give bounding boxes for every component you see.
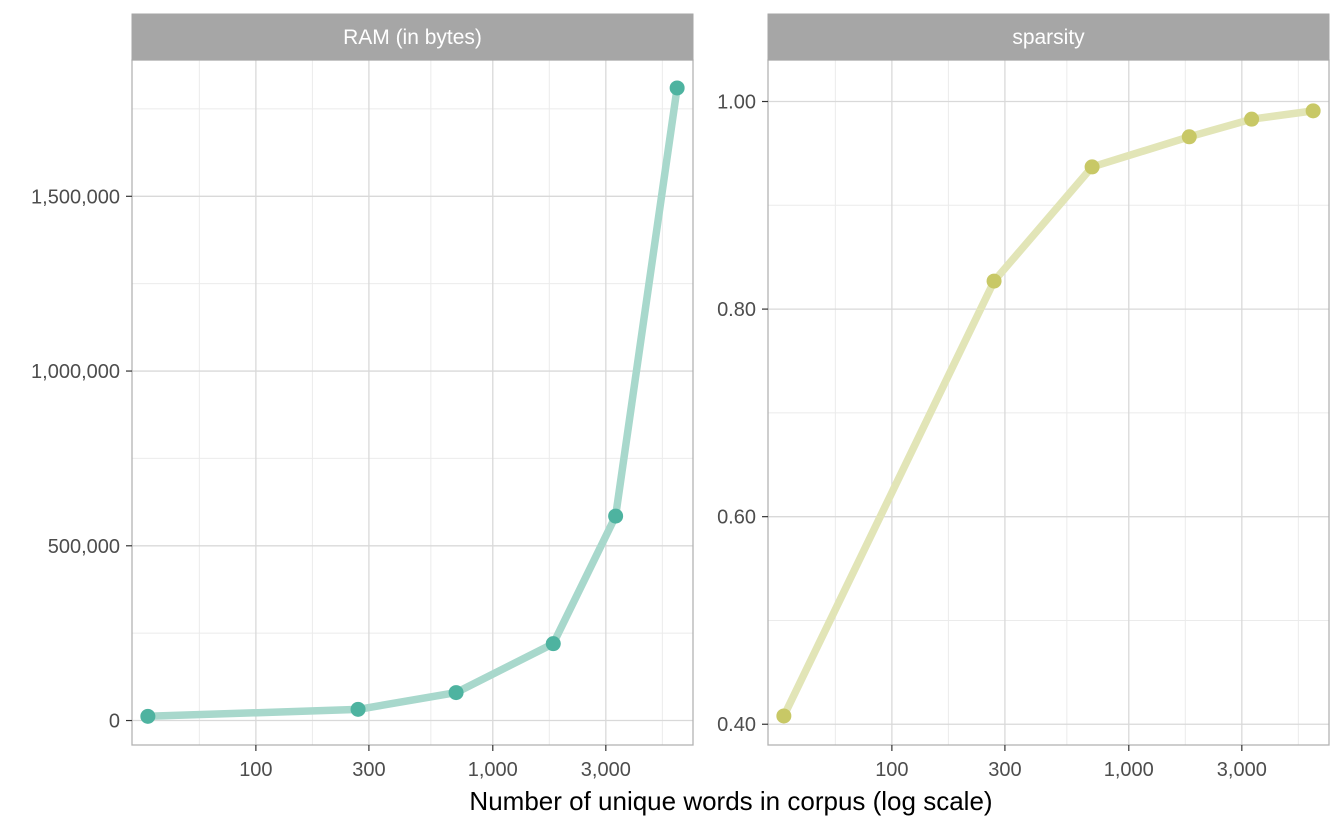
data-point [140,708,156,724]
data-point [1244,111,1260,127]
data-point [1305,103,1321,119]
facet-strip-label: RAM (in bytes) [343,26,482,49]
y-tick-label: 1,000,000 [31,361,120,383]
data-point [608,508,624,524]
x-tick-label: 100 [875,759,908,781]
data-point [669,80,685,96]
y-tick-label: 0.60 [717,507,756,529]
panel-sparsity: sparsity 100 300 1,000 3,000 0.40 0.60 0.80 1.00 [717,13,1330,781]
x-tick-label: 3,000 [581,759,631,781]
y-tick-label: 1,500,000 [31,186,120,208]
data-point [350,701,366,717]
facet-strip-label: sparsity [1012,26,1085,49]
data-point [448,685,464,701]
y-tick-label: 0.80 [717,299,756,321]
series-line [144,84,681,721]
data-point [545,636,561,652]
x-tick-label: 1,000 [1104,759,1154,781]
panel-background [132,60,693,745]
data-point [1181,129,1197,145]
data-point [986,273,1002,289]
facet-strip [131,13,694,61]
y-tick-label: 1.00 [717,92,756,114]
x-tick-label: 100 [239,759,272,781]
panel-background [768,60,1329,745]
panel-ram: RAM (in bytes) 100 300 1,000 3,000 0 500,000 1,… [31,13,694,781]
series-line [780,107,1317,720]
y-tick-label: 0 [109,711,120,733]
y-tick-label: 500,000 [48,536,120,558]
data-point [1084,159,1100,175]
x-tick-label: 1,000 [468,759,518,781]
y-tick-label: 0.40 [717,714,756,736]
facet-strip [767,13,1330,61]
data-point [776,708,792,724]
x-tick-label: 300 [352,759,385,781]
x-tick-label: 3,000 [1217,759,1267,781]
x-tick-label: 300 [988,759,1021,781]
x-axis-title: Number of unique words in corpus (log sc… [469,786,992,816]
